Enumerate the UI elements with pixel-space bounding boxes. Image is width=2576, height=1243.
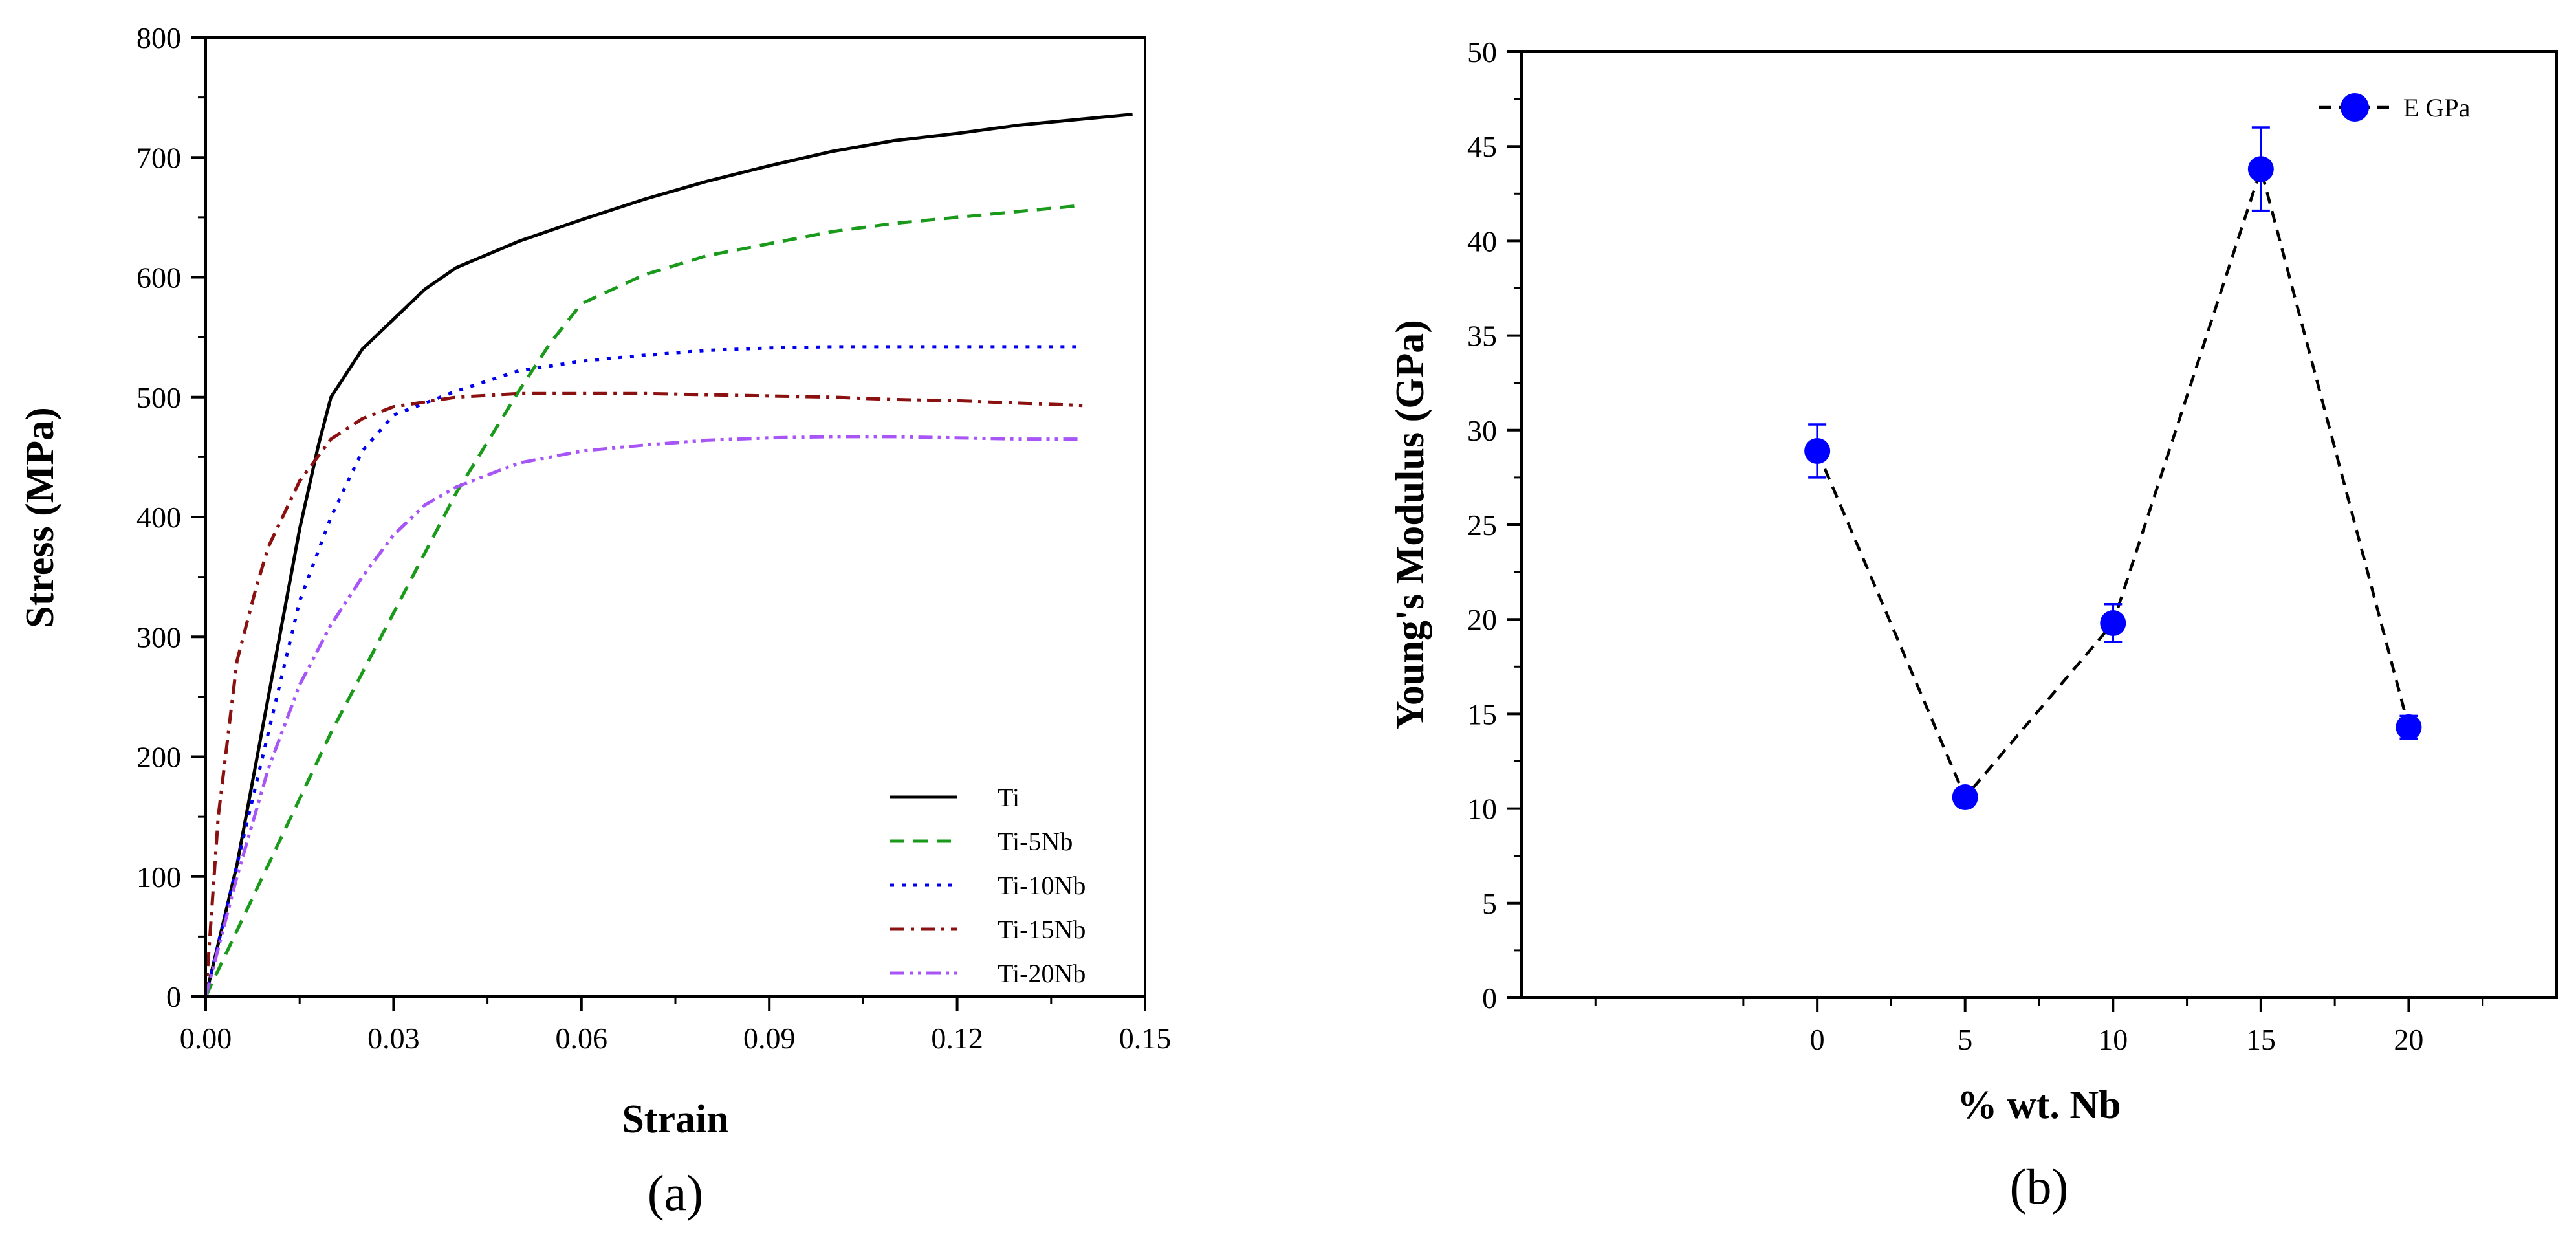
series-line-ti-10nb (204, 345, 1076, 997)
youngs-modulus-chart: 0 5 10 15 20 0 5 10 15 20 25 30 35 40 45 50 % wt. Nb Yo… (1388, 36, 2558, 1215)
y-tick-label: 0 (1482, 982, 1497, 1015)
legend-label-ti-15nb: Ti-15Nb (998, 915, 1086, 944)
y-tick-label: 45 (1467, 130, 1497, 163)
y-tick-label: 25 (1467, 509, 1497, 542)
stress-strain-legend: Ti Ti-5Nb Ti-10Nb Ti-15Nb Ti-20Nb (890, 783, 1086, 988)
y-tick-label: 20 (1467, 603, 1497, 636)
y-tick-label: 15 (1467, 698, 1497, 731)
y-tick-label: 700 (136, 141, 181, 174)
x-tick-label: 10 (2098, 1023, 2128, 1056)
y-tick-label: 600 (136, 261, 181, 294)
data-point (2396, 714, 2422, 740)
stress-strain-chart: 0.00 0.03 0.06 0.09 0.12 0.15 0 100 200 300 400 500… (18, 21, 1171, 1221)
stress-strain-tick-labels: 0.00 0.03 0.06 0.09 0.12 0.15 0 100 200 300 400 500… (136, 21, 1171, 1055)
data-point (1804, 437, 1831, 464)
legend-label-ti-5nb: Ti-5Nb (998, 827, 1073, 856)
stress-strain-series (204, 113, 1133, 998)
x-tick-label: 0.00 (180, 1022, 232, 1055)
x-tick-label: 5 (1958, 1023, 1972, 1056)
youngs-modulus-y-axis-title: Young's Modulus (GPa) (1388, 320, 1432, 730)
series-line-ti (204, 113, 1133, 997)
legend-label-e-gpa: E GPa (2403, 93, 2471, 122)
youngs-modulus-tick-labels: 0 5 10 15 20 0 5 10 15 20 25 30 35 40 45 50 (1467, 36, 2423, 1056)
y-tick-label: 10 (1467, 793, 1497, 826)
x-tick-label: 15 (2246, 1023, 2276, 1056)
legend-label-ti-20nb: Ti-20Nb (998, 959, 1086, 988)
stress-strain-plot-frame (204, 36, 1146, 998)
legend-label-ti: Ti (998, 783, 1020, 812)
x-tick-label: 0.09 (743, 1022, 796, 1055)
youngs-modulus-plot-frame (1520, 50, 2558, 999)
legend-swatch-marker (2341, 93, 2369, 122)
youngs-modulus-x-axis-title: % wt. Nb (1957, 1083, 2121, 1127)
data-point (2247, 156, 2274, 182)
stress-strain-y-axis-title: Stress (MPa) (18, 407, 62, 628)
y-tick-label: 5 (1482, 887, 1497, 920)
data-point (1952, 784, 1978, 811)
stress-strain-x-axis-title: Strain (622, 1097, 728, 1141)
panel-a-label: (a) (648, 1165, 704, 1221)
x-tick-label: 0.12 (931, 1022, 983, 1055)
x-tick-label: 20 (2394, 1023, 2423, 1056)
series-line-ti-5nb (204, 203, 1083, 998)
youngs-modulus-series (1804, 126, 2422, 811)
y-tick-label: 200 (136, 741, 181, 774)
y-tick-label: 40 (1467, 225, 1497, 258)
y-tick-label: 500 (136, 381, 181, 414)
x-tick-label: 0.03 (367, 1022, 420, 1055)
y-tick-label: 800 (136, 21, 181, 54)
y-tick-label: 35 (1467, 320, 1497, 353)
y-tick-label: 400 (136, 501, 181, 534)
x-tick-label: 0.06 (556, 1022, 608, 1055)
series-line-ti-20nb (204, 435, 1083, 997)
youngs-modulus-legend: E GPa (2319, 93, 2471, 122)
y-tick-label: 50 (1467, 36, 1497, 69)
panel-b-label: (b) (2010, 1158, 2069, 1215)
series-line-ti-15nb (204, 391, 1083, 997)
y-tick-label: 30 (1467, 414, 1497, 447)
x-tick-label: 0 (1810, 1023, 1825, 1056)
y-tick-label: 0 (166, 980, 181, 1013)
legend-label-ti-10nb: Ti-10Nb (998, 871, 1086, 900)
data-point (2100, 610, 2126, 637)
x-tick-label: 0.15 (1119, 1022, 1172, 1055)
y-tick-label: 100 (136, 861, 181, 894)
y-tick-label: 300 (136, 621, 181, 654)
